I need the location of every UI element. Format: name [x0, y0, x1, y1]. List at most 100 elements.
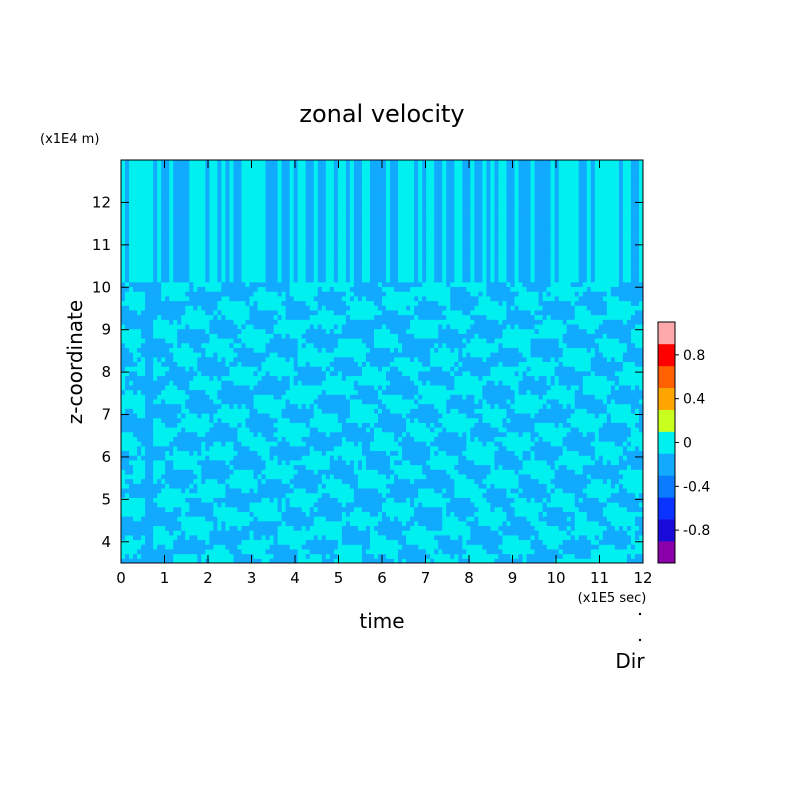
- heatmap-cell: [333, 403, 339, 409]
- heatmap-cell: [157, 436, 162, 442]
- heatmap-cell: [446, 469, 451, 475]
- heatmap-cell: [406, 403, 411, 409]
- heatmap-cell: [213, 422, 218, 428]
- heatmap-cell: [526, 441, 532, 447]
- heatmap-cell: [169, 520, 174, 527]
- heatmap-cell: [297, 511, 303, 517]
- heatmap-cell: [317, 408, 323, 414]
- heatmap-cell: [201, 450, 206, 456]
- heatmap-cell: [510, 459, 516, 466]
- heatmap-cell: [317, 473, 323, 480]
- heatmap-cell: [301, 417, 307, 423]
- heatmap-cell: [285, 530, 291, 536]
- heatmap-cell: [189, 488, 194, 494]
- heatmap-cell: [558, 464, 564, 470]
- heatmap-cell: [293, 525, 299, 531]
- heatmap-cell: [490, 389, 495, 395]
- heatmap-cell: [305, 413, 311, 419]
- heatmap-cell: [377, 478, 383, 484]
- heatmap-cell: [482, 511, 487, 517]
- heatmap-cell: [590, 389, 596, 395]
- heatmap-cell: [305, 398, 311, 405]
- heatmap-cell: [305, 516, 311, 522]
- heatmap-cell: [205, 445, 210, 452]
- heatmap-cell: [502, 469, 507, 475]
- heatmap-cell: [325, 427, 331, 433]
- heatmap-cell: [574, 436, 580, 442]
- heatmap-cell: [245, 384, 250, 391]
- heatmap-cell: [253, 398, 259, 405]
- heatmap-cell: [414, 445, 419, 452]
- heatmap-cell: [550, 384, 556, 391]
- heatmap-cell: [442, 483, 447, 489]
- heatmap-cell: [293, 516, 299, 522]
- heatmap-cell: [570, 431, 576, 437]
- heatmap-cell: [369, 441, 375, 447]
- heatmap-cell: [426, 384, 431, 391]
- heatmap-cell: [177, 380, 182, 386]
- heatmap-cell: [293, 492, 299, 498]
- heatmap-cell: [285, 525, 291, 531]
- heatmap-cell: [470, 403, 475, 409]
- heatmap-cell: [273, 455, 279, 461]
- heatmap-cell: [546, 530, 552, 536]
- heatmap-cell: [205, 408, 210, 414]
- heatmap-cell: [626, 398, 632, 405]
- heatmap-cell: [201, 506, 206, 512]
- heatmap-cell: [273, 525, 279, 531]
- heatmap-cell: [125, 488, 130, 494]
- heatmap-cell: [614, 548, 620, 555]
- heatmap-cell: [121, 553, 126, 559]
- heatmap-cell: [197, 398, 202, 405]
- heatmap-cell: [193, 459, 198, 466]
- heatmap-cell: [502, 389, 507, 395]
- heatmap-cell: [229, 488, 234, 494]
- heatmap-cell: [169, 530, 174, 536]
- heatmap-cell: [594, 506, 600, 512]
- heatmap-cell: [494, 497, 499, 503]
- heatmap-cell: [265, 539, 271, 545]
- heatmap-cell: [345, 502, 351, 508]
- heatmap-cell: [506, 558, 511, 564]
- heatmap-cell: [486, 459, 491, 466]
- heatmap-cell: [149, 389, 154, 395]
- heatmap-cell: [474, 483, 479, 489]
- heatmap-cell: [357, 413, 363, 419]
- heatmap-cell: [466, 464, 471, 470]
- heatmap-cell: [361, 450, 367, 456]
- heatmap-cell: [269, 469, 275, 475]
- heatmap-cell: [578, 511, 584, 517]
- heatmap-cell: [586, 548, 592, 555]
- heatmap-cell: [578, 516, 584, 522]
- heatmap-cell: [398, 516, 403, 522]
- heatmap-cell: [349, 534, 355, 541]
- heatmap-cell: [474, 548, 479, 555]
- heatmap-cell: [245, 548, 250, 555]
- heatmap-cell: [161, 413, 166, 419]
- heatmap-cell: [554, 511, 560, 517]
- heatmap-cell: [406, 492, 411, 498]
- heatmap-cell: [394, 417, 399, 423]
- heatmap-cell: [157, 534, 162, 541]
- heatmap-cell: [297, 441, 303, 447]
- heatmap-cell: [606, 506, 612, 512]
- heatmap-cell: [514, 427, 520, 433]
- heatmap-cell: [293, 511, 299, 517]
- heatmap-cell: [337, 539, 343, 545]
- heatmap-cell: [534, 478, 540, 484]
- heatmap-cell: [554, 464, 560, 470]
- heatmap-cell: [426, 539, 431, 545]
- heatmap-cell: [145, 511, 150, 517]
- heatmap-cell: [554, 520, 560, 527]
- heatmap-cell: [341, 389, 347, 395]
- heatmap-cell: [373, 553, 379, 559]
- heatmap-cell: [570, 544, 576, 550]
- heatmap-cell: [257, 497, 263, 503]
- heatmap-cell: [141, 539, 146, 545]
- heatmap-cell: [490, 520, 495, 527]
- heatmap-cell: [185, 525, 190, 531]
- heatmap-cell: [462, 408, 467, 414]
- heatmap-cell: [510, 398, 516, 405]
- heatmap-cell: [341, 511, 347, 517]
- heatmap-cell: [349, 530, 355, 536]
